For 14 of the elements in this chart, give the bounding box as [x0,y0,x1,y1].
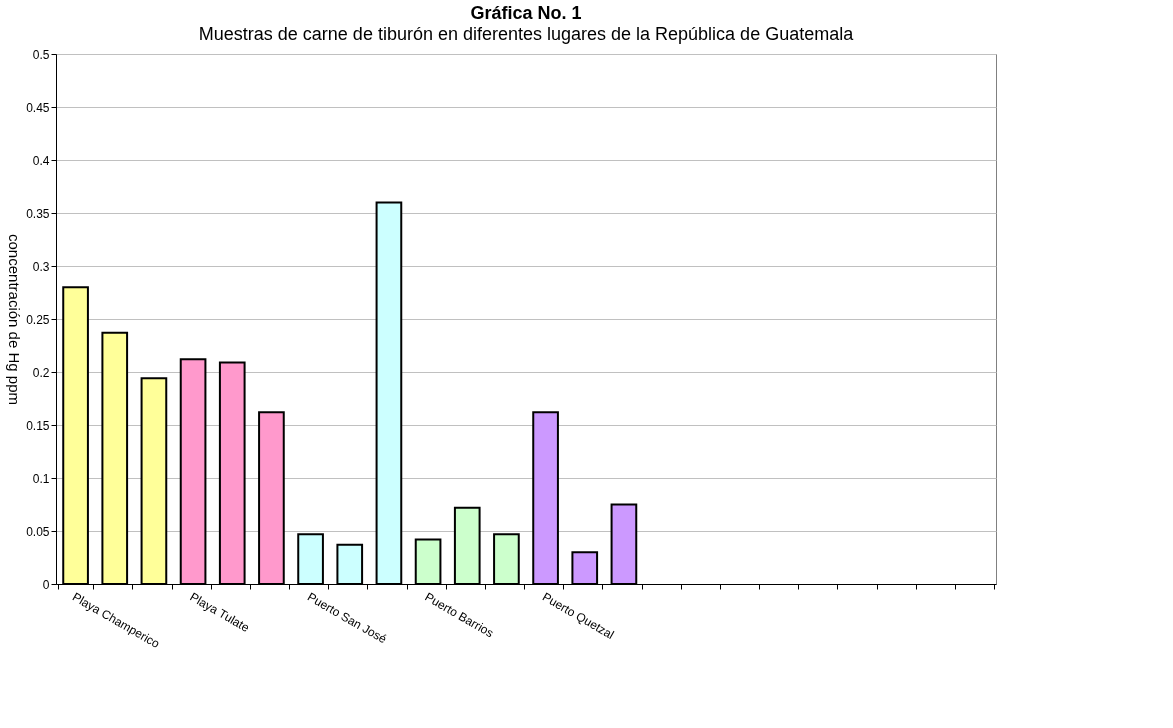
y-tick-label: 0 [42,577,50,592]
chart-title: Gráfica No. 1 [470,3,582,23]
y-tick-label: 0.1 [32,471,50,486]
y-axis-title: concentración de Hg ppm [6,234,24,405]
chart-subtitle: Muestras de carne de tiburón en diferentes lugares de la República de Guatemala [198,24,855,44]
y-tick-label: 0.45 [26,100,50,115]
y-tick-label: 0.2 [32,365,50,380]
y-tick-label: 0.25 [26,312,50,327]
y-tick-label: 0.3 [32,259,50,274]
y-tick-label: 0.15 [26,418,50,433]
y-tick-label: 0.35 [26,206,50,221]
y-tick-label: 0.05 [26,524,50,539]
y-tick-label: 0.4 [32,153,50,168]
y-tick-label: 0.5 [32,47,50,62]
